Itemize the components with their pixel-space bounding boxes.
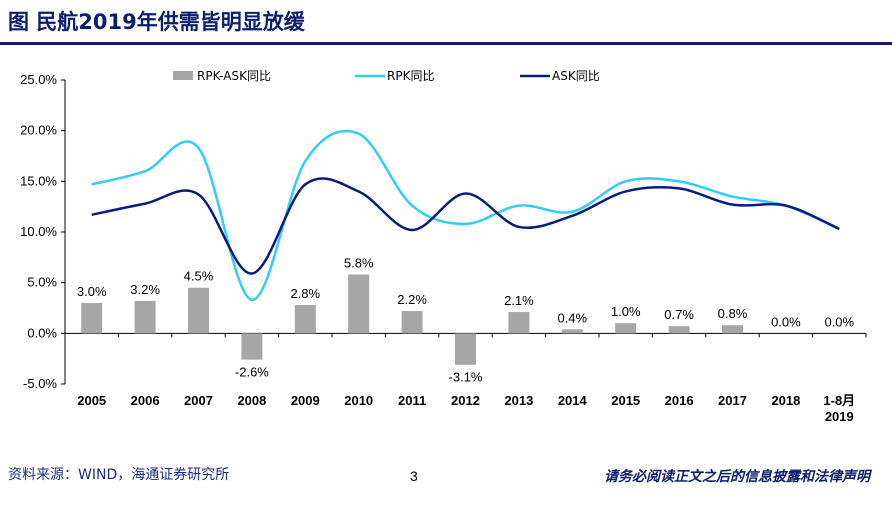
bar-rpk-ask-2011 [401, 311, 423, 334]
bar-data-label: 2.8% [290, 286, 320, 301]
bar-data-label: 0.0% [771, 314, 801, 329]
bar-data-label: 0.4% [557, 310, 587, 325]
x-tick-label: 2006 [131, 393, 160, 408]
bar-data-label: 4.5% [184, 269, 214, 284]
x-tick-label: 2014 [558, 393, 588, 408]
y-tick-label: 5.0% [27, 275, 57, 290]
bar-rpk-ask-2009 [294, 304, 316, 334]
legend-label: RPK同比 [387, 69, 434, 83]
line-series [91, 129, 840, 302]
bar-rpk-ask-2016 [668, 326, 690, 334]
chart-legend: RPK-ASK同比 RPK同比 ASK同比 [173, 69, 600, 83]
line-rpk [91, 129, 840, 302]
data-labels: 3.0% 3.2% 4.5% -2.6% 2.8% 5.8% 2.2% -3.1% 2.1% 0.… [77, 256, 855, 385]
page-title: 图 民航2019年供需皆明显放缓 [8, 10, 305, 34]
x-tick-label: 2016 [665, 393, 694, 408]
y-tick-label: -5.0% [23, 376, 57, 391]
bar-data-label: 0.7% [664, 307, 694, 322]
x-tick-label: 2017 [718, 393, 747, 408]
y-tick-label: 20.0% [20, 123, 57, 138]
bar-rpk-ask-2017 [722, 325, 743, 334]
bar-rpk-ask-2013 [508, 312, 530, 334]
x-tick-label: 2005 [77, 393, 106, 408]
legend-label: ASK同比 [552, 69, 600, 83]
y-tick-label: 25.0% [20, 72, 57, 87]
disclaimer-link[interactable]: 请务必阅读正文之后的信息披露和法律声明 [604, 469, 870, 485]
bar-data-label: 0.0% [824, 314, 854, 329]
bar-rpk-ask-2012 [455, 333, 476, 365]
legend-swatch-bar [173, 71, 193, 80]
bar-data-label: 2.2% [397, 292, 427, 307]
x-tick-label: 2007 [184, 393, 213, 408]
bar-data-label: 5.8% [344, 256, 374, 271]
bar-data-label: -3.1% [449, 370, 483, 385]
bar-data-label: 1.0% [611, 304, 641, 319]
bar-rpk-ask-2005 [81, 302, 103, 334]
legend-label: RPK-ASK同比 [197, 69, 271, 83]
x-tick-label: 2018 [771, 393, 800, 408]
bar-rpk-ask-2014 [561, 329, 583, 334]
y-tick-label: 10.0% [20, 224, 57, 239]
bar-data-label: 0.8% [718, 306, 748, 321]
bar-data-label: -2.6% [235, 365, 269, 380]
x-tick-label: 2015 [611, 393, 640, 408]
yoy-chart: -5.0% 0.0% 5.0% 10.0% 15.0% 20.0% 25.0% 2005 200… [20, 69, 867, 424]
x-tick-label: 1-8月 2019 [823, 393, 855, 424]
line-ask [91, 177, 840, 275]
bar-data-label: 3.2% [130, 282, 160, 297]
bar-rpk-ask-2010 [348, 274, 370, 334]
x-tick-label: 2013 [504, 393, 533, 408]
x-tick-label: 2012 [451, 393, 480, 408]
source-note: 资料来源：WIND，海通证券研究所 [8, 467, 230, 483]
bar-rpk-ask-2007 [188, 287, 209, 334]
title-divider [0, 42, 892, 45]
bar-rpk-ask-2006 [134, 300, 156, 334]
bar-data-label: 2.1% [504, 293, 534, 308]
bar-series [81, 274, 743, 365]
page-number: 3 [410, 468, 418, 484]
x-tick-label: 2009 [291, 393, 320, 408]
bar-rpk-ask-2008 [241, 333, 263, 360]
chart-axes: -5.0% 0.0% 5.0% 10.0% 15.0% 20.0% 25.0% 2005 200… [20, 72, 867, 424]
bar-rpk-ask-2015 [615, 323, 637, 334]
bar-data-label: 3.0% [77, 284, 107, 299]
x-tick-label: 2010 [344, 393, 373, 408]
y-tick-label: 15.0% [20, 173, 57, 188]
y-tick-label: 0.0% [27, 325, 57, 340]
x-tick-label: 2011 [398, 393, 426, 408]
x-tick-label: 2008 [237, 393, 266, 408]
